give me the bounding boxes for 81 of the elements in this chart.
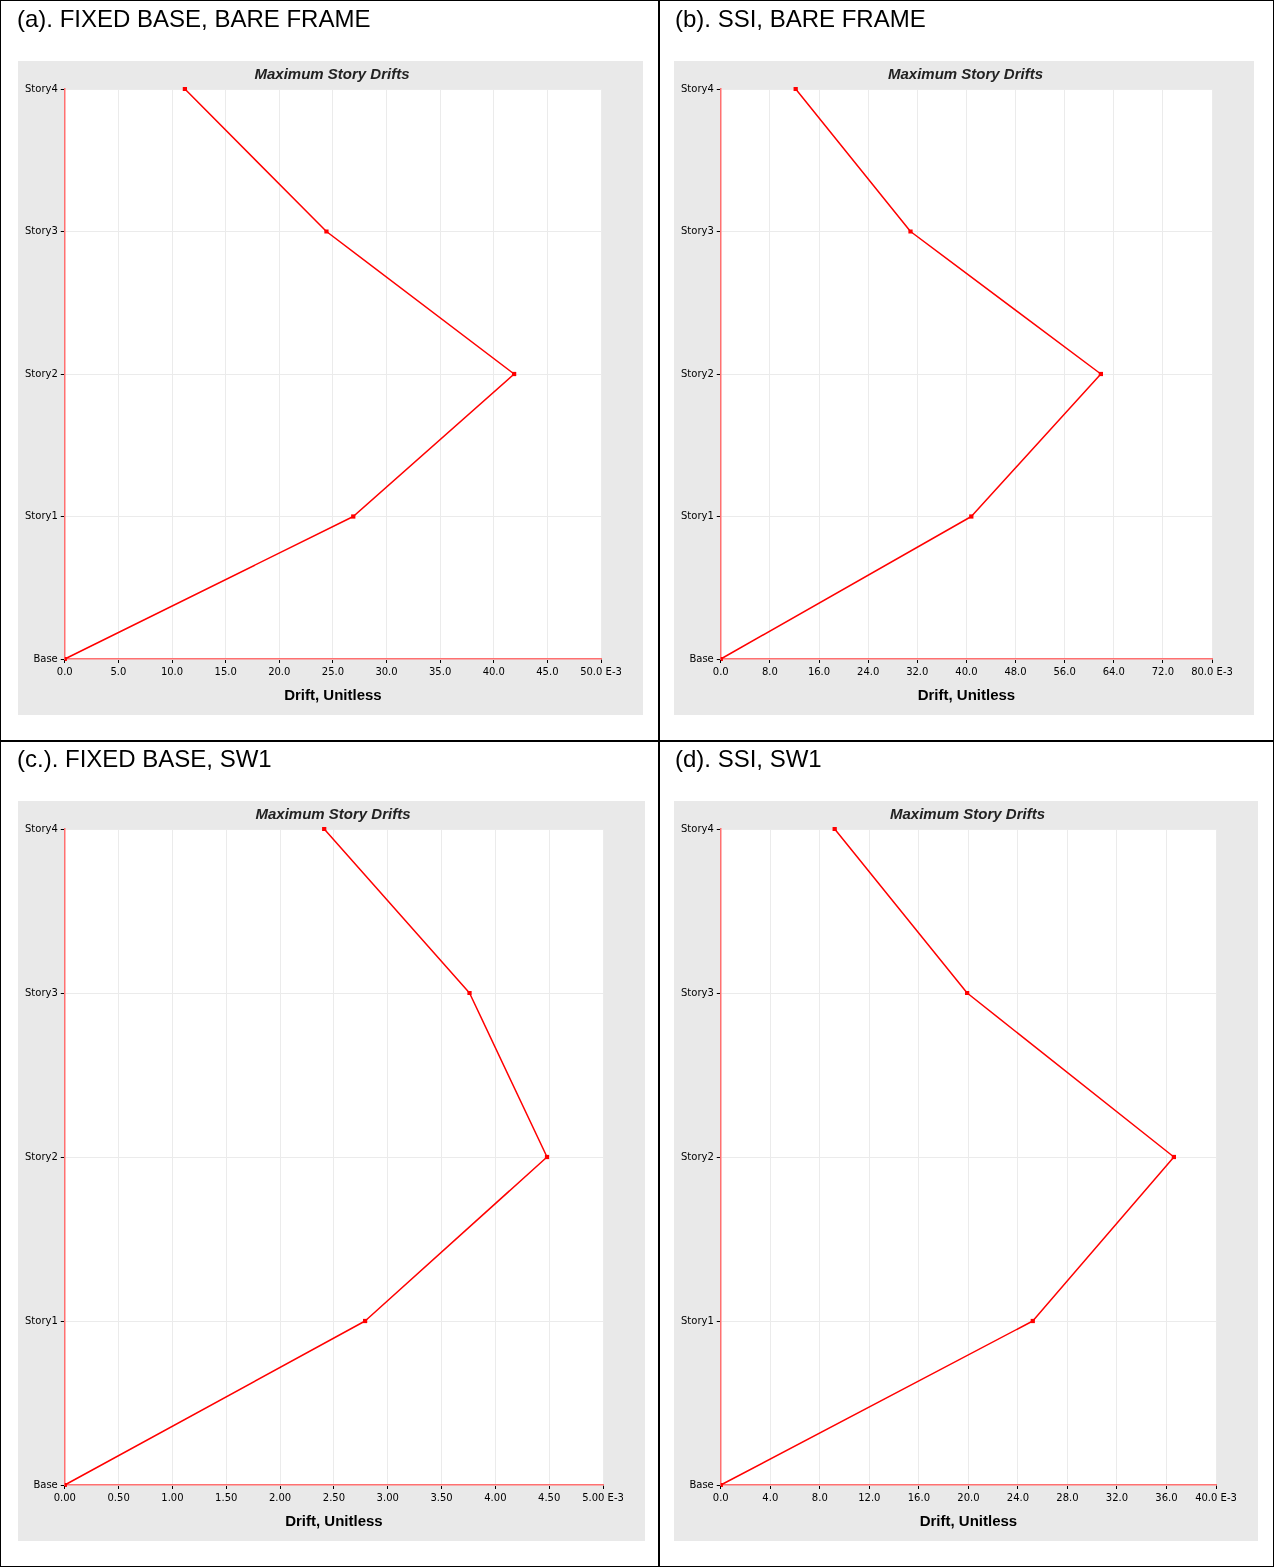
y-tick-label: Base: [689, 1478, 714, 1490]
x-axis-title: Drift, Unitless: [284, 686, 382, 704]
x-tick-label: 40.0: [482, 665, 505, 677]
x-tick-label: 0.00: [53, 1491, 76, 1503]
x-tick-label: 1.00: [161, 1491, 184, 1503]
y-tick-label: Story4: [25, 82, 58, 94]
x-tick-label: 4.00: [484, 1491, 507, 1503]
x-tick-label: 24.0: [1006, 1491, 1030, 1503]
x-tick-label: 36.0: [1155, 1491, 1178, 1503]
chart-title: (a). FIXED BASE, BARE FRAME: [17, 5, 371, 33]
y-tick-label: Story3: [681, 225, 714, 237]
x-tick-label: 3.00: [376, 1491, 399, 1503]
point: [908, 229, 913, 234]
y-tick-label: Story2: [25, 367, 58, 379]
point: [969, 514, 974, 519]
x-tick-label: 50.0 E-3: [580, 665, 622, 677]
x-tick-label: 30.0: [375, 665, 398, 677]
x-axis-title: Drift, Unitless: [917, 686, 1016, 704]
y-tick-label: Base: [33, 1478, 58, 1490]
x-tick-label: 0.0: [712, 665, 729, 677]
x-tick-label: 20.0: [268, 665, 291, 677]
x-tick-label: 0.0: [56, 665, 73, 677]
point: [324, 229, 329, 234]
y-tick-label: Story1: [681, 1314, 714, 1326]
x-tick-label: 80.0 E-3: [1191, 665, 1233, 677]
y-tick-label: Story2: [25, 1150, 58, 1162]
x-tick-label: 0.0: [712, 1491, 729, 1503]
x-tick-label: 20.0: [957, 1491, 980, 1503]
y-tick-label: Story1: [681, 510, 714, 522]
x-tick-label: 8.0: [761, 665, 778, 677]
y-tick-label: Story3: [25, 986, 58, 998]
x-tick-label: 1.50: [215, 1491, 238, 1503]
x-tick-label: 5.0: [110, 665, 127, 677]
y-tick-label: Story4: [25, 822, 58, 834]
x-tick-label: 3.50: [430, 1491, 453, 1503]
point: [351, 514, 356, 519]
x-tick-label: 2.00: [268, 1491, 292, 1503]
x-tick-label: 45.0: [536, 665, 559, 677]
chart-title: (d). SSI, SW1: [675, 745, 822, 773]
point: [467, 990, 472, 996]
y-tick-label: Story2: [681, 367, 714, 379]
chart-subtitle: Maximum Story Drifts: [254, 805, 412, 822]
x-tick-label: 28.0: [1056, 1491, 1079, 1503]
x-tick-label: 72.0: [1151, 665, 1175, 677]
x-tick-label: 40.0 E-3: [1195, 1491, 1237, 1503]
x-tick-label: 16.0: [907, 1491, 930, 1503]
x-tick-label: 32.0: [906, 665, 929, 677]
chart-subtitle: Maximum Story Drifts: [886, 65, 1044, 82]
x-tick-label: 25.0: [321, 665, 345, 677]
x-tick-label: 2.50: [322, 1491, 346, 1503]
y-tick-label: Story4: [681, 822, 714, 834]
y-tick-label: Story1: [25, 510, 58, 522]
y-tick-label: Story1: [25, 1314, 58, 1326]
chart-title: (b). SSI, BARE FRAME: [675, 5, 926, 33]
y-tick-label: Story3: [25, 225, 58, 237]
y-tick-label: Base: [689, 652, 714, 664]
x-tick-label: 48.0: [1004, 665, 1027, 677]
x-tick-label: 56.0: [1053, 665, 1076, 677]
x-tick-label: 12.0: [858, 1491, 881, 1503]
x-axis-title: Drift, Unitless: [919, 1512, 1018, 1530]
y-tick-label: Story3: [681, 986, 714, 998]
chart-subtitle: Maximum Story Drifts: [253, 65, 411, 82]
x-tick-label: 64.0: [1102, 665, 1125, 677]
x-tick-label: 40.0: [955, 665, 978, 677]
x-tick-label: 4.0: [762, 1491, 779, 1503]
x-tick-label: 35.0: [429, 665, 452, 677]
x-tick-label: 16.0: [807, 665, 831, 677]
x-tick-label: 32.0: [1105, 1491, 1129, 1503]
x-tick-label: 0.50: [107, 1491, 130, 1503]
chart-title: (c.). FIXED BASE, SW1: [17, 745, 272, 773]
x-axis-title: Drift, Unitless: [285, 1512, 383, 1530]
x-tick-label: 10.0: [160, 665, 184, 677]
x-tick-label: 5.00 E-3: [582, 1491, 624, 1503]
y-tick-label: Base: [33, 652, 58, 664]
x-tick-label: 24.0: [857, 665, 880, 677]
chart-subtitle: Maximum Story Drifts: [888, 805, 1046, 822]
y-tick-label: Story2: [681, 1150, 714, 1162]
y-tick-label: Story4: [681, 82, 714, 94]
x-tick-label: 15.0: [214, 665, 237, 677]
x-tick-label: 4.50: [538, 1491, 561, 1503]
x-tick-label: 8.0: [811, 1491, 828, 1503]
